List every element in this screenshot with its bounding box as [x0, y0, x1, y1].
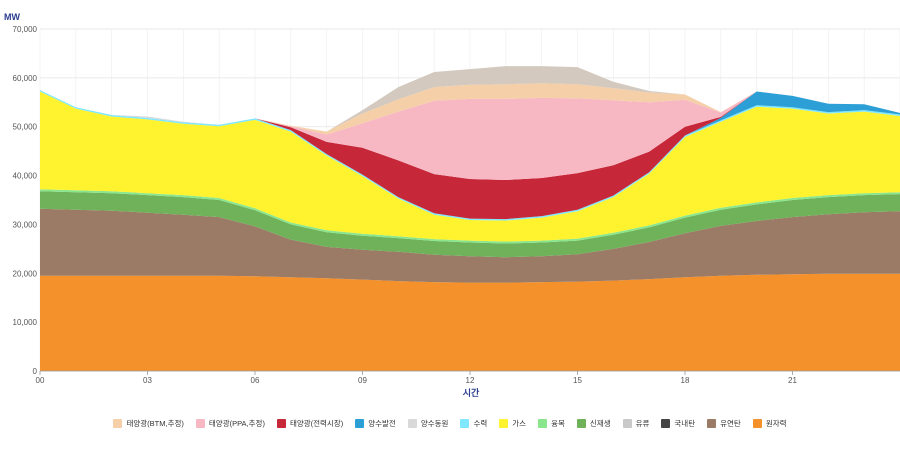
area-series-13 — [40, 66, 900, 132]
legend-label: 양수동원 — [420, 418, 449, 428]
y-tick-label: 40,000 — [13, 172, 38, 181]
x-axis-title: 시간 — [463, 387, 480, 398]
legend-item[interactable]: 가스 — [499, 418, 526, 429]
x-tick-label: 03 — [143, 376, 152, 385]
legend-swatch — [538, 418, 548, 428]
legend-label: 가스 — [512, 418, 527, 428]
legend-item[interactable]: 태양광(전력시장) — [276, 418, 344, 429]
legend-item[interactable]: 유류 — [622, 418, 650, 429]
legend-swatch — [707, 418, 717, 428]
x-tick-label: 21 — [788, 376, 797, 385]
legend-item[interactable]: 태양광(PPA,추정) — [195, 418, 265, 429]
legend-label: 태양광(PPA,추정) — [208, 418, 265, 428]
legend-label: 유연탄 — [720, 418, 741, 428]
area-series-1 — [40, 208, 900, 283]
legend-item[interactable]: 양수동원 — [407, 418, 449, 429]
legend-label: 양수발전 — [368, 418, 396, 428]
x-tick-label: 18 — [681, 376, 690, 385]
chart-legend: 태양광(BTM,추정) 태양광(PPA,추정) 태양광(전력시장) 양수발전 양수동원 수… — [0, 413, 900, 433]
y-tick-label: 50,000 — [13, 123, 38, 132]
y-axis: 0 10,000 20,000 30,000 40,000 50,000 60,000 70,… — [13, 25, 38, 376]
area-series-6 — [40, 91, 900, 242]
legend-label: 태양광(전력시장) — [289, 418, 344, 428]
y-axis-title: MW — [4, 12, 20, 22]
legend-swatch — [576, 418, 586, 428]
legend-label: 융복 — [551, 418, 565, 428]
legend-swatch — [499, 418, 509, 428]
legend-item[interactable]: 태양광(BTM,추정) — [113, 418, 184, 429]
legend-label: 태양광(BTM,추정) — [126, 418, 184, 428]
area-series-8 — [40, 90, 900, 220]
legend-item[interactable]: 융복 — [538, 418, 565, 429]
area-series-12 — [40, 83, 900, 135]
legend-swatch — [460, 418, 470, 428]
y-tick-label: 0 — [33, 367, 38, 376]
y-tick-label: 10,000 — [13, 318, 38, 327]
x-tick-label: 09 — [358, 376, 367, 385]
legend-label: 수력 — [473, 418, 488, 428]
legend-label: 신재생 — [589, 418, 611, 428]
legend-item[interactable]: 수력 — [460, 418, 487, 429]
x-tick-label: 00 — [36, 376, 45, 385]
y-tick-label: 60,000 — [13, 74, 38, 83]
x-tick-label: 15 — [573, 376, 582, 385]
area-series-10 — [40, 90, 900, 220]
legend-item[interactable]: 국내탄 — [661, 418, 695, 429]
legend-label: 국내탄 — [674, 418, 696, 428]
area-series-group — [40, 66, 900, 371]
legend-item[interactable]: 양수발전 — [355, 418, 396, 429]
legend-label: 유류 — [635, 418, 650, 428]
area-series-4 — [40, 191, 900, 258]
legend-item[interactable]: 신재생 — [576, 418, 611, 429]
x-tick-label: 12 — [466, 376, 475, 385]
legend-swatch — [661, 418, 671, 428]
x-axis: 00 03 06 09 12 15 18 21 — [36, 370, 900, 385]
legend-swatch — [752, 418, 762, 428]
area-series-11 — [40, 90, 900, 180]
legend-swatch — [195, 418, 205, 428]
legend-label: 원자력 — [765, 418, 787, 428]
legend-swatch — [355, 418, 365, 428]
legend-swatch — [622, 418, 632, 428]
y-tick-label: 70,000 — [13, 25, 38, 34]
area-series-0 — [40, 273, 900, 371]
legend-swatch — [113, 418, 123, 428]
legend-item[interactable]: 유연탄 — [707, 418, 741, 429]
x-tick-label: 06 — [251, 376, 260, 385]
legend-item[interactable]: 원자력 — [752, 418, 787, 429]
legend-swatch — [407, 418, 417, 428]
legend-swatch — [276, 418, 286, 428]
y-tick-label: 30,000 — [13, 220, 38, 229]
y-tick-label: 20,000 — [13, 269, 38, 278]
